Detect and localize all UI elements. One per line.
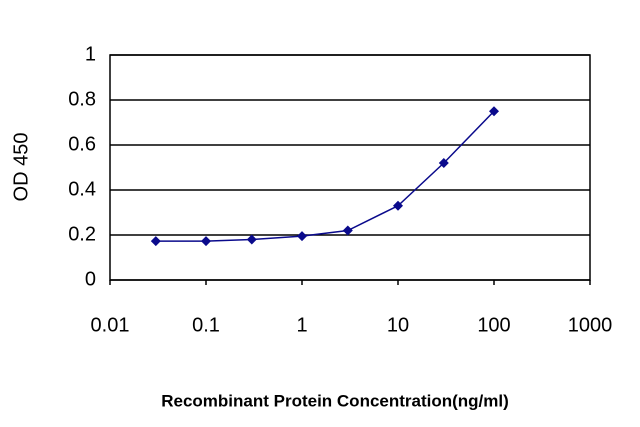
x-tick-label: 0.1: [192, 314, 220, 336]
x-tick-label: 1: [296, 314, 307, 336]
data-point: [438, 158, 449, 168]
data-point: [201, 236, 211, 247]
x-tick-label: 0.01: [91, 314, 130, 336]
data-point: [246, 234, 257, 245]
x-axis-label: Recombinant Protein Concentration(ng/ml): [161, 391, 509, 410]
x-tick-label: 100: [477, 314, 510, 336]
data-point: [297, 231, 307, 242]
data-point: [393, 200, 403, 211]
x-tick-label: 10: [387, 314, 409, 336]
x-tick-label: 1000: [568, 314, 613, 336]
plot-frame: [109, 54, 591, 281]
data-line: [155, 110, 495, 242]
y-tick-label: 0.6: [68, 133, 96, 155]
y-tick-label: 0.8: [68, 88, 96, 110]
data-point: [489, 106, 499, 117]
y-tick-label: 0: [85, 268, 96, 290]
y-tick-label: 0.4: [68, 178, 96, 200]
y-tick-label: 1: [85, 43, 96, 65]
y-axis-label: OD 450: [10, 133, 32, 202]
y-tick-label: 0.2: [68, 223, 96, 245]
data-point: [150, 236, 161, 247]
data-point: [342, 225, 353, 236]
